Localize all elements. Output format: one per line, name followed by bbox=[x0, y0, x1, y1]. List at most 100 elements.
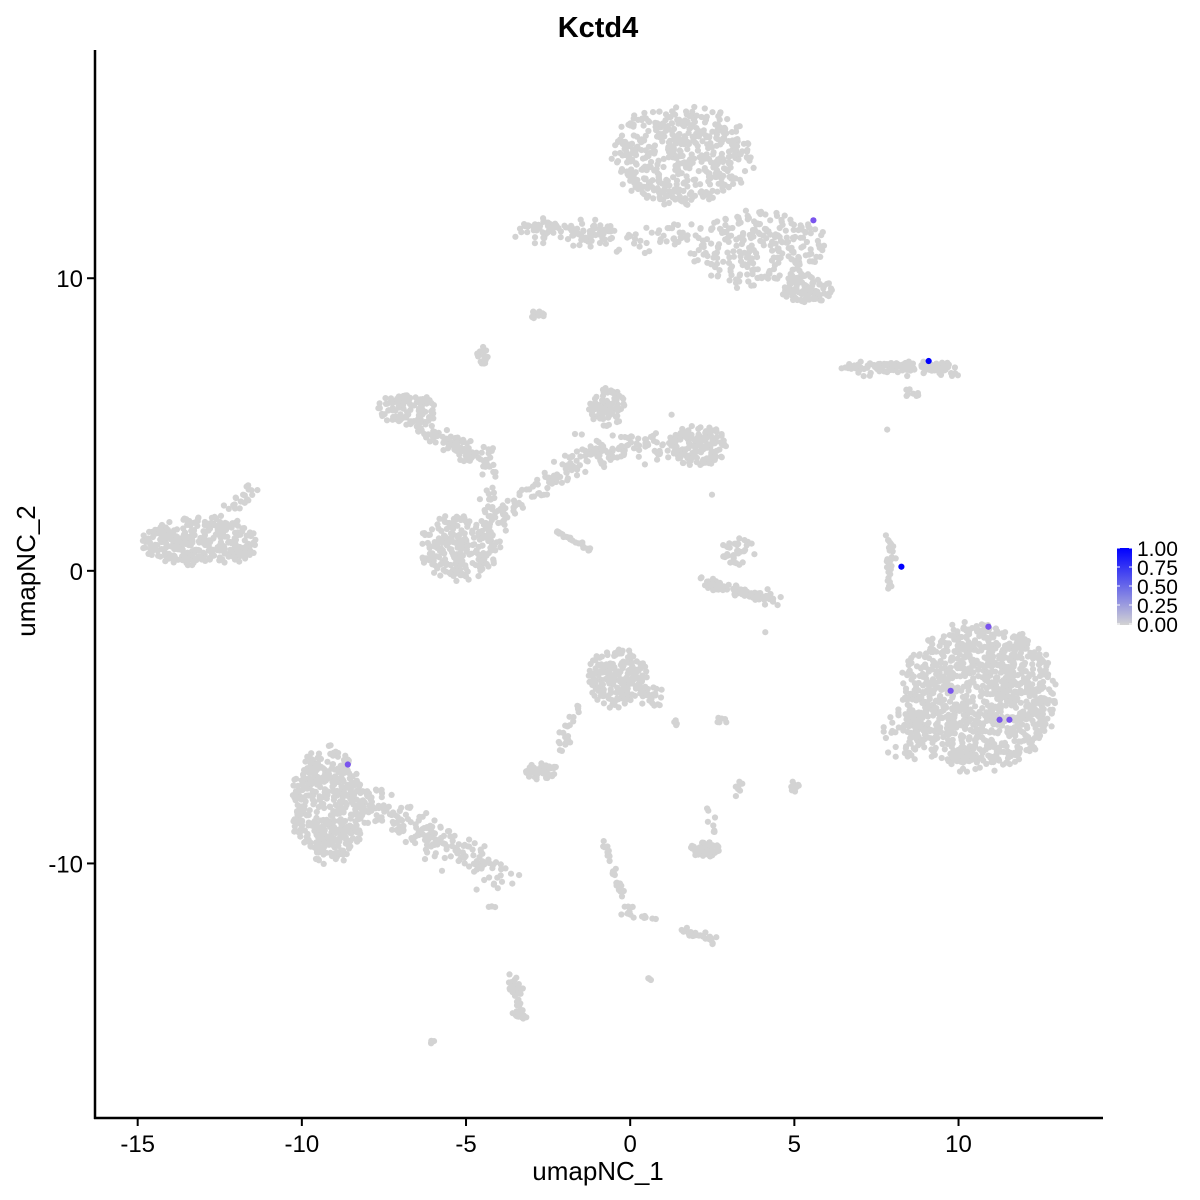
cell-point bbox=[616, 392, 623, 399]
cell-point bbox=[970, 679, 977, 686]
y-tick-label: 0 bbox=[70, 559, 83, 586]
cell-point bbox=[627, 158, 634, 165]
cell-point bbox=[349, 782, 356, 789]
cell-point bbox=[162, 544, 169, 551]
cell-point bbox=[716, 116, 723, 123]
cell-point bbox=[1037, 666, 1044, 674]
cell-point bbox=[808, 274, 816, 281]
cell-point bbox=[604, 449, 611, 456]
cell-point bbox=[599, 414, 606, 421]
cell-point bbox=[635, 453, 642, 460]
cell-point bbox=[614, 684, 621, 691]
cell-point bbox=[707, 454, 714, 461]
cell-point bbox=[320, 839, 327, 846]
cell-point bbox=[926, 666, 933, 674]
cell-point bbox=[446, 440, 454, 447]
cell-point bbox=[965, 687, 972, 694]
cell-point bbox=[632, 184, 639, 191]
cell-point bbox=[673, 181, 680, 188]
cell-point bbox=[556, 729, 563, 736]
cell-point bbox=[724, 249, 731, 256]
cell-point bbox=[902, 685, 910, 692]
cell-point bbox=[390, 809, 397, 816]
cell-point bbox=[748, 591, 755, 598]
cell-point bbox=[705, 460, 713, 467]
cell-point bbox=[534, 476, 541, 483]
cell-point bbox=[311, 817, 318, 825]
cell-point bbox=[934, 684, 942, 691]
cell-point bbox=[1014, 654, 1021, 661]
cell-point bbox=[376, 400, 383, 407]
cell-point bbox=[925, 719, 932, 726]
cell-point bbox=[702, 929, 709, 936]
cell-point bbox=[719, 583, 726, 590]
cell-point bbox=[506, 971, 513, 978]
cell-point bbox=[578, 431, 585, 438]
cell-point bbox=[382, 395, 389, 402]
cell-point bbox=[926, 696, 933, 703]
cell-point bbox=[1014, 672, 1022, 679]
cell-point bbox=[929, 646, 936, 653]
cell-point bbox=[450, 552, 457, 559]
cell-point bbox=[731, 142, 739, 149]
cell-point bbox=[771, 233, 779, 241]
cell-point bbox=[183, 533, 190, 540]
cell-point bbox=[888, 555, 895, 562]
cell-point bbox=[714, 218, 721, 225]
cell-point bbox=[1033, 654, 1040, 661]
cell-point bbox=[292, 792, 299, 800]
cell-point bbox=[787, 270, 794, 278]
cell-point bbox=[337, 819, 344, 826]
cell-point bbox=[575, 705, 582, 712]
cell-point bbox=[630, 914, 637, 921]
cell-point bbox=[990, 634, 997, 641]
cell-point bbox=[301, 827, 308, 834]
cell-point bbox=[951, 750, 958, 757]
cell-point bbox=[639, 677, 646, 684]
cell-point bbox=[416, 400, 424, 407]
cell-point bbox=[674, 222, 682, 229]
cell-point bbox=[619, 681, 626, 688]
cell-point bbox=[205, 527, 212, 534]
cell-point bbox=[1038, 685, 1045, 693]
cell-point bbox=[466, 836, 473, 843]
cell-point bbox=[926, 728, 933, 735]
cell-point bbox=[166, 519, 173, 526]
cell-point bbox=[904, 366, 911, 373]
cell-point bbox=[446, 569, 453, 576]
cell-point bbox=[426, 550, 433, 557]
cell-point bbox=[680, 187, 687, 195]
cell-point bbox=[342, 799, 349, 806]
cell-point bbox=[922, 706, 929, 713]
cell-point bbox=[892, 753, 899, 760]
cell-point bbox=[407, 803, 414, 810]
cell-point bbox=[979, 705, 986, 712]
cell-point bbox=[227, 538, 234, 546]
cell-point bbox=[709, 128, 716, 135]
cell-point bbox=[680, 459, 687, 467]
cell-point bbox=[368, 803, 375, 811]
cell-point bbox=[690, 134, 697, 142]
cell-point bbox=[613, 697, 620, 704]
cell-point bbox=[960, 660, 967, 667]
cell-point bbox=[945, 736, 952, 743]
cell-point bbox=[551, 763, 558, 770]
cell-point bbox=[306, 807, 313, 814]
cell-point bbox=[417, 412, 424, 419]
cell-point bbox=[485, 903, 492, 911]
cell-point bbox=[905, 662, 912, 669]
cell-point bbox=[670, 136, 678, 143]
colorbar-label: 0.00 bbox=[1137, 614, 1178, 637]
cell-point bbox=[608, 673, 615, 680]
cell-point bbox=[470, 852, 477, 859]
cell-point bbox=[589, 408, 596, 415]
cell-point bbox=[751, 227, 759, 234]
cell-point bbox=[937, 659, 944, 666]
cell-point bbox=[454, 544, 461, 551]
cell-point bbox=[750, 266, 757, 273]
cell-point bbox=[713, 131, 721, 138]
cell-point bbox=[952, 649, 959, 656]
cell-point bbox=[923, 650, 930, 657]
cell-point bbox=[713, 122, 720, 129]
cell-point bbox=[330, 793, 338, 801]
